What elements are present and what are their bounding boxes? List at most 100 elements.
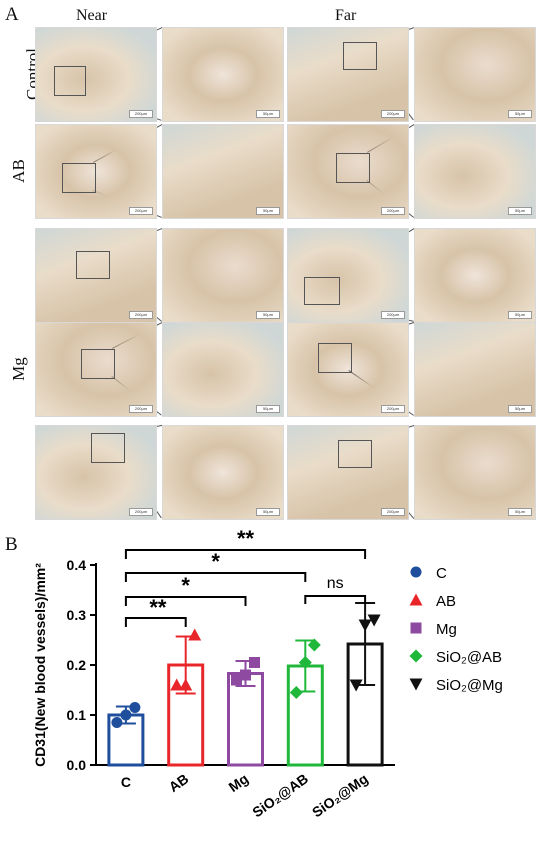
micrograph: 200μm	[35, 27, 157, 122]
x-tick-label: SiO₂@AB	[249, 770, 311, 820]
data-point	[170, 678, 184, 691]
micrograph: 50μm	[162, 124, 284, 219]
bar	[227, 672, 264, 767]
legend-marker	[409, 593, 423, 606]
data-point	[129, 702, 141, 713]
scale-bar: 50μm	[508, 207, 532, 215]
micrograph: 200μm	[35, 322, 157, 417]
region-of-interest-box	[81, 349, 115, 379]
data-point	[349, 679, 363, 692]
column-header-far: Far	[335, 7, 357, 24]
scale-bar: 200μm	[381, 110, 405, 118]
data-point	[298, 656, 312, 669]
region-of-interest-box	[304, 277, 340, 305]
significance-bracket	[124, 617, 187, 627]
scale-bar: 50μm	[256, 110, 280, 118]
significance-label: *	[181, 573, 190, 598]
scale-bar: 200μm	[129, 508, 153, 516]
significance-label: **	[237, 526, 255, 551]
legend-label: Mg	[436, 621, 457, 638]
region-of-interest-box	[91, 433, 125, 463]
region-of-interest-box	[62, 163, 96, 193]
micrograph: 200μm	[287, 322, 409, 417]
scale-bar: 50μm	[256, 311, 280, 319]
data-point	[307, 638, 321, 652]
y-tick-label: 0.2	[67, 657, 87, 673]
x-tick-label: Mg	[225, 770, 251, 795]
row-label: AB	[8, 158, 28, 183]
y-tick-label: 0.4	[67, 557, 87, 573]
micrograph: 200μm	[35, 425, 157, 520]
scale-bar: 200μm	[129, 311, 153, 319]
scale-bar: 200μm	[129, 110, 153, 118]
significance-bracket	[124, 596, 247, 606]
micrograph: 50μm	[414, 228, 536, 323]
row-label: Mg	[8, 356, 28, 381]
panel-a-letter: A	[5, 4, 19, 25]
significance-bracket	[124, 572, 307, 582]
scale-bar: 200μm	[129, 405, 153, 413]
data-point	[231, 674, 242, 686]
micrograph: 200μm	[35, 228, 157, 323]
legend-marker	[409, 649, 423, 663]
data-point	[120, 709, 132, 721]
region-of-interest-box	[54, 66, 86, 96]
legend-label: SiO₂@AB	[436, 649, 502, 666]
micrograph: 200μm	[287, 27, 409, 122]
region-of-interest-box	[318, 343, 352, 373]
legend-marker	[409, 678, 423, 691]
data-point	[289, 686, 303, 699]
y-axis-label: CD31(New blood vessels)/mm²	[32, 563, 48, 767]
significance-label: ns	[327, 575, 344, 592]
data-point	[188, 628, 202, 641]
data-point	[249, 657, 260, 668]
micrograph: 200μm	[35, 124, 157, 219]
data-point	[240, 669, 251, 681]
significance-bracket	[124, 549, 367, 559]
scale-bar: 50μm	[508, 110, 532, 118]
region-of-interest-box	[343, 42, 377, 70]
legend-label: SiO₂@Mg	[436, 677, 503, 694]
legend-label: AB	[436, 593, 456, 610]
x-tick-label: SiO₂@Mg	[309, 770, 371, 820]
panel-b-letter: B	[5, 534, 18, 555]
y-tick-label: 0.0	[67, 757, 87, 773]
significance-label: **	[149, 595, 167, 620]
bar-chart: 0.0 0.1 0.2 0.3 0.4 CD31(New blood vessels)/m…	[32, 526, 503, 820]
legend-marker	[410, 566, 422, 578]
legend-label: C	[436, 565, 447, 582]
region-of-interest-box	[76, 251, 110, 279]
micrograph: 50μm	[414, 425, 536, 520]
scale-bar: 200μm	[381, 311, 405, 319]
x-tick-label: AB	[166, 770, 192, 795]
scale-bar: 50μm	[256, 207, 280, 215]
scale-bar: 50μm	[256, 405, 280, 413]
x-tick-label: C	[121, 774, 131, 790]
micrograph: 200μm	[287, 124, 409, 219]
scale-bar: 200μm	[129, 207, 153, 215]
micrograph: 50μm	[162, 425, 284, 520]
micrograph: 50μm	[414, 27, 536, 122]
micrograph: 50μm	[414, 322, 536, 417]
y-tick-label: 0.3	[67, 607, 87, 623]
data-point	[111, 717, 123, 728]
micrograph: 50μm	[162, 322, 284, 417]
column-header-near: Near	[76, 7, 108, 24]
region-of-interest-box	[336, 153, 370, 183]
significance-bracket	[304, 595, 367, 604]
micrograph: 50μm	[162, 27, 284, 122]
micrograph: 50μm	[414, 124, 536, 219]
legend-marker	[410, 622, 422, 634]
data-point	[358, 619, 372, 632]
data-point	[179, 678, 193, 691]
micrograph: 200μm	[287, 228, 409, 323]
scale-bar: 50μm	[508, 508, 532, 516]
micrograph: 200μm	[287, 425, 409, 520]
significance-label: *	[211, 549, 220, 574]
scale-bar: 200μm	[381, 508, 405, 516]
micrograph: 50μm	[162, 228, 284, 323]
data-point	[367, 614, 381, 627]
scale-bar: 50μm	[508, 311, 532, 319]
scale-bar: 50μm	[256, 508, 280, 516]
y-tick-label: 0.1	[67, 707, 87, 723]
